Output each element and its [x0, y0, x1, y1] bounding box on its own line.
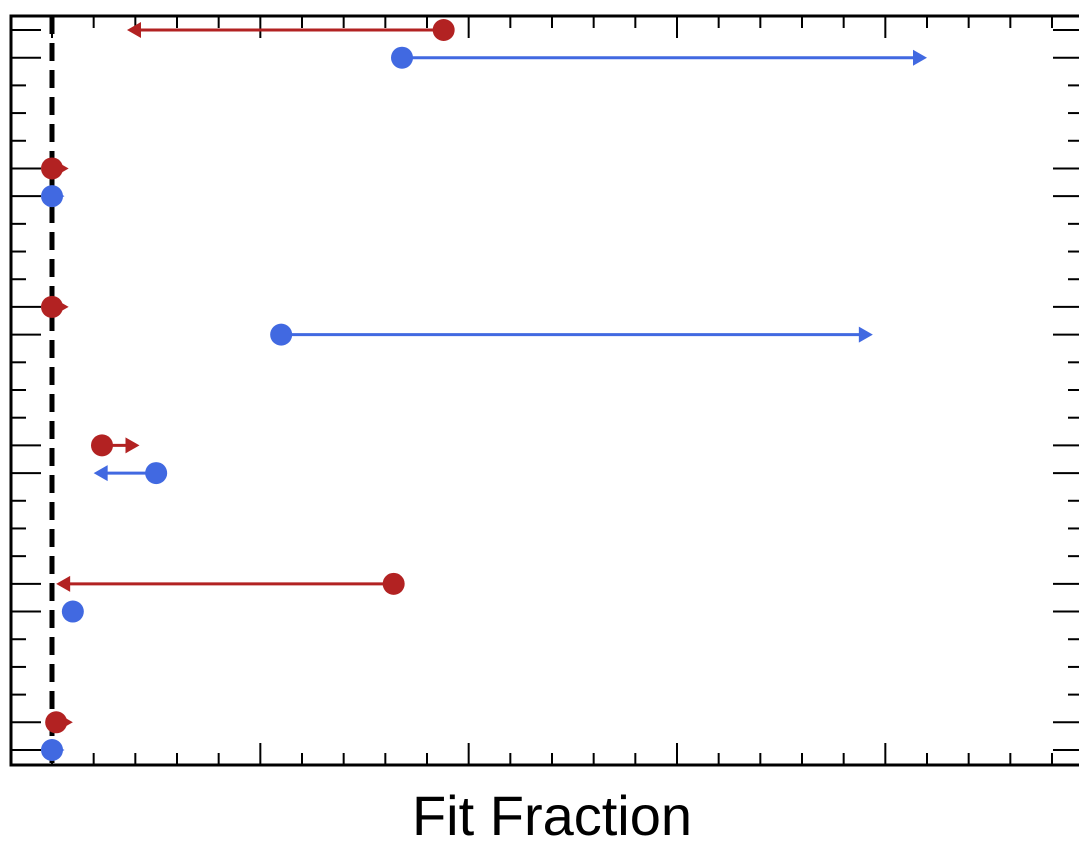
blue-data-point — [61, 600, 84, 623]
red-data-point — [45, 711, 68, 734]
plot-frame — [9, 14, 1079, 767]
axis-ticks — [11, 16, 1079, 765]
red-data-point — [41, 295, 63, 318]
red-data-point — [382, 572, 405, 595]
data-marks — [41, 19, 927, 761]
blue-data-point — [41, 185, 63, 208]
red-data-point — [41, 157, 63, 180]
blue-arrow-head — [93, 465, 108, 482]
blue-data-point — [391, 46, 413, 69]
blue-arrow-head — [858, 326, 873, 343]
red-arrow-head — [56, 575, 71, 592]
blue-data-point — [41, 739, 63, 761]
red-arrow-head — [125, 437, 140, 454]
red-data-point — [432, 19, 455, 41]
x-axis-label: Fit Fraction — [412, 784, 692, 844]
red-arrow-head — [127, 22, 141, 38]
blue-arrow-head — [913, 49, 927, 66]
blue-data-point — [270, 323, 293, 346]
red-data-point — [91, 434, 113, 457]
blue-data-point — [145, 462, 168, 485]
